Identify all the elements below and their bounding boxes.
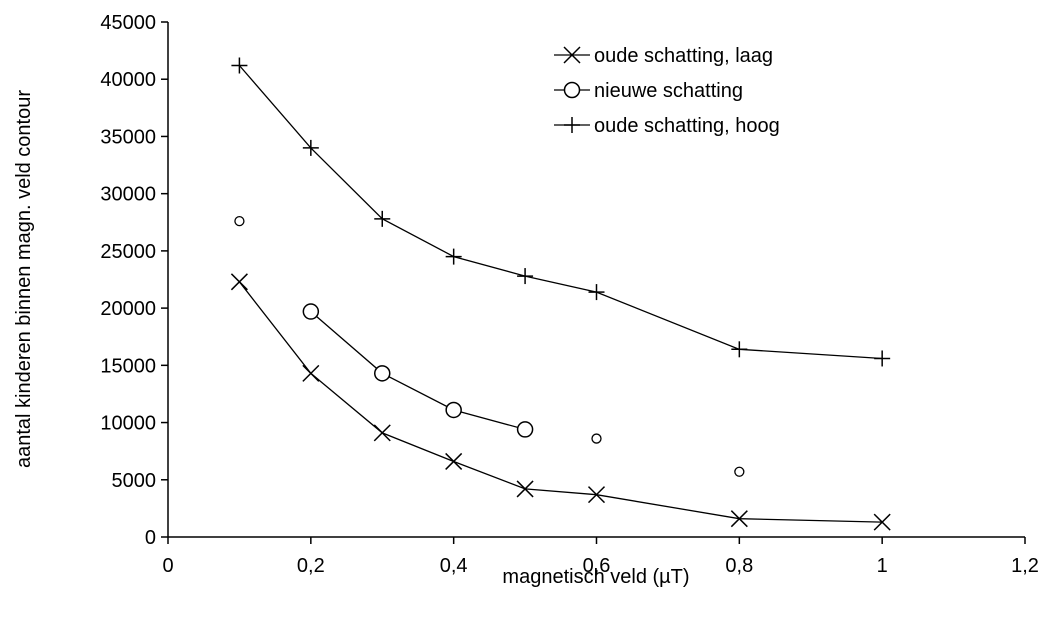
legend-marker	[563, 46, 581, 64]
data-point	[374, 210, 391, 227]
data-point	[730, 510, 748, 528]
y-tick-label: 45000	[100, 12, 156, 34]
data-point	[731, 341, 748, 358]
y-axis-title: aantal kinderen binnen magn. veld contou…	[13, 90, 35, 468]
data-point	[445, 452, 463, 470]
series-1	[302, 303, 534, 438]
legend-label: nieuwe schatting	[594, 80, 743, 102]
legend: oude schatting, laag nieuwe schatting oude…	[554, 45, 780, 137]
legend-item: nieuwe schatting	[554, 80, 743, 102]
data-point	[516, 480, 534, 498]
x-axis-title: magnetisch veld (µT)	[502, 566, 689, 588]
y-tick-label: 0	[145, 527, 156, 549]
data-point	[587, 486, 606, 504]
y-tick-label: 15000	[100, 355, 156, 377]
data-point	[373, 424, 391, 442]
data-point	[734, 466, 745, 477]
data-point	[302, 364, 320, 382]
y-tick-label: 30000	[100, 184, 156, 206]
legend-label: oude schatting, laag	[594, 45, 773, 67]
data-point	[445, 248, 462, 265]
data-point	[873, 513, 891, 531]
y-tick-label: 25000	[100, 241, 156, 263]
legend-item: oude schatting, laag	[554, 45, 773, 67]
legend-marker	[563, 81, 581, 99]
series-0	[230, 273, 891, 531]
data-point	[302, 303, 320, 320]
data-point	[231, 57, 248, 74]
x-tick-label: 0,2	[297, 555, 325, 577]
data-point	[516, 421, 534, 438]
data-point	[517, 268, 534, 285]
series-line	[238, 65, 883, 360]
x-tick-label: 0	[162, 555, 173, 577]
series-layer	[230, 57, 891, 531]
data-point	[591, 433, 602, 444]
data-point	[588, 284, 605, 301]
series-line	[238, 281, 883, 523]
legend-marker	[564, 117, 580, 133]
y-tick-label: 20000	[100, 298, 156, 320]
x-tick-label: 1	[877, 555, 888, 577]
series-line	[310, 311, 526, 431]
data-point	[445, 401, 462, 419]
x-tick-label: 1,2	[1011, 555, 1039, 577]
x-tick-label: 0,8	[725, 555, 753, 577]
data-point	[234, 215, 245, 227]
ticks: 0 5000 10000 15000 20000 25000 30000 35000 40000…	[100, 12, 1039, 577]
data-point	[302, 139, 319, 156]
y-tick-label: 35000	[100, 126, 156, 148]
y-tick-label: 40000	[100, 69, 156, 91]
y-tick-label: 5000	[112, 470, 157, 492]
series-2	[231, 57, 891, 367]
x-tick-label: 0,6	[583, 555, 611, 577]
data-point	[374, 365, 391, 382]
data-point	[230, 273, 248, 291]
data-point	[874, 350, 891, 367]
legend-item: oude schatting, hoog	[554, 115, 780, 137]
x-tick-label: 0,4	[440, 555, 468, 577]
extra-points	[234, 215, 745, 477]
legend-label: oude schatting, hoog	[594, 115, 780, 137]
y-tick-label: 10000	[100, 413, 156, 435]
